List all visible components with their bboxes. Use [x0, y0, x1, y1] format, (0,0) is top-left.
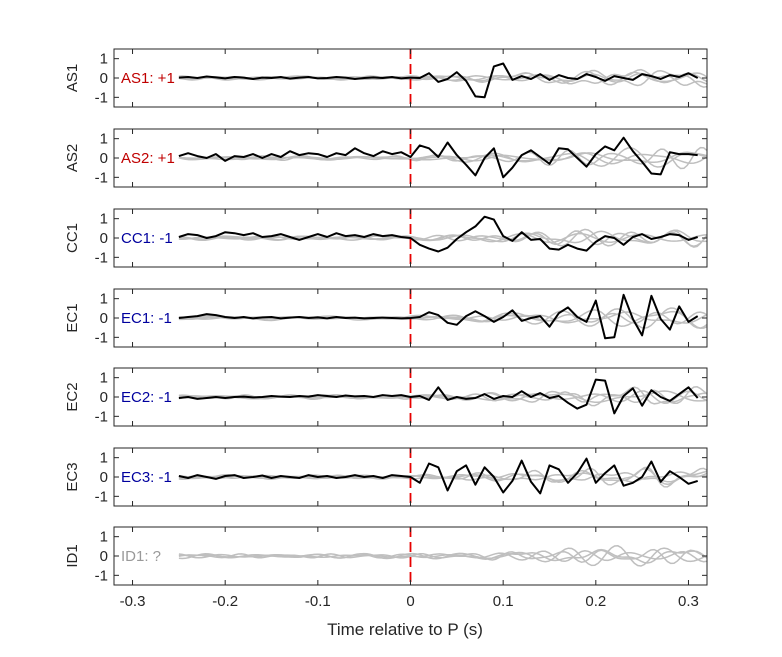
x-tick-label: -0.2: [212, 593, 238, 610]
y-tick-label: 0: [100, 310, 108, 327]
waveform-line: [178, 215, 699, 253]
y-tick-label: -1: [95, 408, 108, 425]
background-trace: [178, 229, 707, 248]
panel-ylabel: AS2: [64, 144, 81, 172]
y-tick-label: 0: [100, 150, 108, 167]
y-tick-label: -1: [95, 488, 108, 505]
y-tick-label: 0: [100, 469, 108, 486]
x-tick-label: -0.1: [305, 593, 331, 610]
y-tick-label: 1: [100, 131, 108, 148]
panel-id1: ID1: ? 1 0 -1 ID1: [64, 526, 708, 586]
y-tick-label: 0: [100, 389, 108, 406]
panel-ylabel: EC3: [64, 462, 81, 491]
polarity-annotation: EC3: -1: [121, 469, 172, 486]
plot-area: [178, 215, 707, 253]
y-tick-label: -1: [95, 249, 108, 266]
y-tick-label: 0: [100, 230, 108, 247]
plot-area: [178, 545, 707, 567]
panel-ec1: EC1: -1 1 0 -1 EC1: [64, 288, 708, 348]
waveform-line: [178, 293, 699, 340]
polarity-annotation: AS1: +1: [121, 70, 175, 87]
y-tick-label: 0: [100, 70, 108, 87]
y-tick-label: 1: [100, 529, 108, 546]
x-axis-label: Time relative to P (s): [327, 620, 483, 639]
y-tick-label: -1: [95, 567, 108, 584]
polarity-annotation: EC1: -1: [121, 310, 172, 327]
y-tick-label: 0: [100, 548, 108, 565]
panel-ylabel: AS1: [64, 64, 81, 92]
polarity-annotation: ID1: ?: [121, 548, 161, 565]
polarity-annotation: EC2: -1: [121, 389, 172, 406]
x-tick-label: 0: [406, 593, 414, 610]
waveform-line: [178, 62, 699, 99]
x-axis: -0.3 -0.2 -0.1 0 0.1 0.2 0.3: [120, 593, 699, 610]
background-trace: [178, 147, 707, 168]
y-tick-label: -1: [95, 329, 108, 346]
y-tick-label: 1: [100, 450, 108, 467]
y-tick-label: 1: [100, 370, 108, 387]
polarity-annotation: AS2: +1: [121, 150, 175, 167]
plot-area: [178, 378, 707, 415]
plot-area: [178, 62, 707, 99]
y-tick-label: -1: [95, 89, 108, 106]
panel-ec3: EC3: -1 1 0 -1 EC3: [64, 447, 708, 507]
y-tick-label: 1: [100, 211, 108, 228]
x-tick-label: 0.2: [585, 593, 606, 610]
y-tick-label: 1: [100, 291, 108, 308]
waveform-line: [178, 457, 699, 495]
panel-as2: AS2: +1 1 0 -1 AS2: [64, 128, 708, 188]
background-trace: [178, 545, 707, 567]
plot-area: [178, 136, 707, 179]
polarity-annotation: CC1: -1: [121, 230, 173, 247]
y-tick-label: -1: [95, 169, 108, 186]
plot-area: [178, 293, 707, 340]
panel-as1: AS1: +1 1 0 -1 AS1: [64, 48, 708, 108]
x-tick-label: 0.1: [493, 593, 514, 610]
x-tick-label: -0.3: [120, 593, 146, 610]
panel-cc1: CC1: -1 1 0 -1 CC1: [64, 208, 708, 268]
y-tick-label: 1: [100, 51, 108, 68]
background-trace: [178, 307, 707, 329]
panel-ylabel: EC1: [64, 303, 81, 332]
waveform-line: [178, 136, 698, 179]
x-tick-label: 0.3: [678, 593, 699, 610]
panel-ec2: EC2: -1 1 0 -1 EC2: [64, 367, 708, 427]
panel-ylabel: ID1: [64, 544, 81, 567]
panel-ylabel: EC2: [64, 382, 81, 411]
plot-area: [178, 457, 707, 495]
panel-ylabel: CC1: [64, 223, 81, 253]
waveform-line: [178, 378, 699, 415]
